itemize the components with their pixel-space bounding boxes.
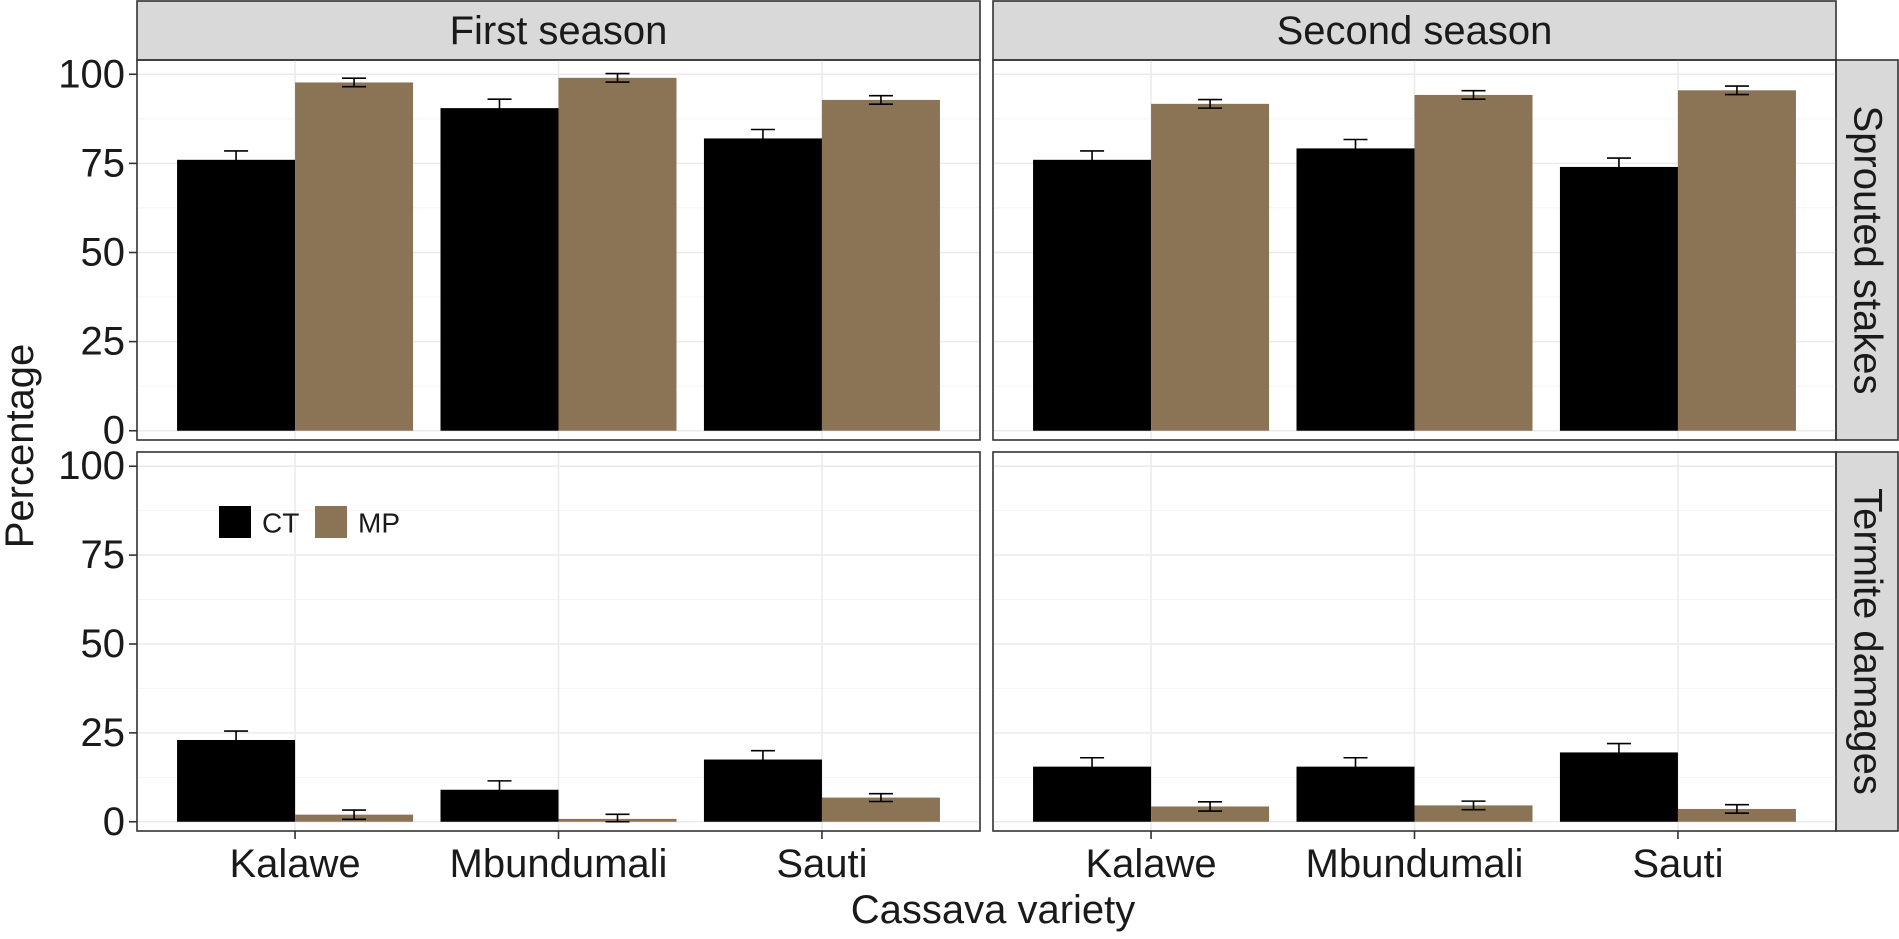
strip-sprouted-stakes: [1835, 59, 1899, 441]
x-tick-label-mbundumali: Mbundumali: [1306, 842, 1524, 886]
strip-second-season: [992, 0, 1837, 61]
bar-ct-mbundumali-second-season-sprouted-stakes: [1296, 148, 1415, 431]
bar-ct-kalawe-first-season-termite-damages: [177, 739, 296, 822]
bar-ct-kalawe-second-season-sprouted-stakes: [1033, 159, 1152, 431]
bar-ct-sauti-first-season-sprouted-stakes: [703, 138, 822, 431]
bar-mp-kalawe-first-season-sprouted-stakes: [295, 82, 414, 431]
legend-key-mp: [315, 506, 347, 538]
y-tick-label: 100: [58, 52, 125, 96]
legend-key-ct: [219, 506, 251, 538]
panel-border-first-season-sprouted-stakes: [136, 59, 981, 441]
x-tick-label-sauti: Sauti: [1632, 842, 1723, 886]
x-tick-label-mbundumali: Mbundumali: [450, 842, 668, 886]
strip-label-second-season: Second season: [1277, 9, 1553, 53]
y-tick-label: 75: [81, 533, 126, 577]
bar-ct-sauti-first-season-termite-damages: [703, 759, 822, 822]
bar-ct-mbundumali-first-season-sprouted-stakes: [440, 108, 559, 431]
strip-label-first-season: First season: [450, 9, 668, 53]
y-tick-label: 50: [81, 622, 126, 666]
x-axis-title: Cassava variety: [851, 888, 1136, 932]
legend-label-mp: MP: [358, 508, 400, 539]
bar-mp-sauti-first-season-sprouted-stakes: [821, 99, 940, 431]
y-tick-label: 25: [81, 320, 126, 364]
strip-label-sprouted-stakes: Sprouted stakes: [1846, 105, 1890, 394]
y-tick-label: 75: [81, 141, 126, 185]
x-tick-label-kalawe: Kalawe: [1085, 842, 1216, 886]
y-tick-label: 0: [103, 800, 125, 844]
strip-termite-damages: [1835, 451, 1899, 832]
panel-border-second-season-sprouted-stakes: [992, 59, 1837, 441]
y-tick-label: 50: [81, 230, 126, 274]
strip-first-season: [136, 0, 981, 61]
bar-ct-sauti-second-season-termite-damages: [1559, 752, 1678, 822]
bar-ct-kalawe-first-season-sprouted-stakes: [177, 159, 296, 431]
strip-label-termite-damages: Termite damages: [1846, 488, 1890, 795]
legend-label-ct: CT: [262, 508, 299, 539]
bar-mp-mbundumali-second-season-sprouted-stakes: [1414, 94, 1533, 431]
bar-mp-kalawe-second-season-sprouted-stakes: [1151, 103, 1270, 431]
bar-mp-kalawe-second-season-termite-damages: [1151, 806, 1270, 822]
bar-mp-sauti-second-season-sprouted-stakes: [1677, 90, 1796, 431]
x-tick-label-kalawe: Kalawe: [229, 842, 360, 886]
bar-mp-mbundumali-first-season-sprouted-stakes: [558, 77, 677, 431]
bar-mp-sauti-second-season-termite-damages: [1677, 808, 1796, 822]
bar-ct-sauti-second-season-sprouted-stakes: [1559, 166, 1678, 431]
y-tick-label: 100: [58, 444, 125, 488]
bar-mp-mbundumali-second-season-termite-damages: [1414, 805, 1533, 822]
y-axis-title: Percentage: [0, 344, 42, 549]
y-tick-label: 25: [81, 711, 126, 755]
x-tick-label-sauti: Sauti: [776, 842, 867, 886]
y-tick-label: 0: [103, 409, 125, 453]
